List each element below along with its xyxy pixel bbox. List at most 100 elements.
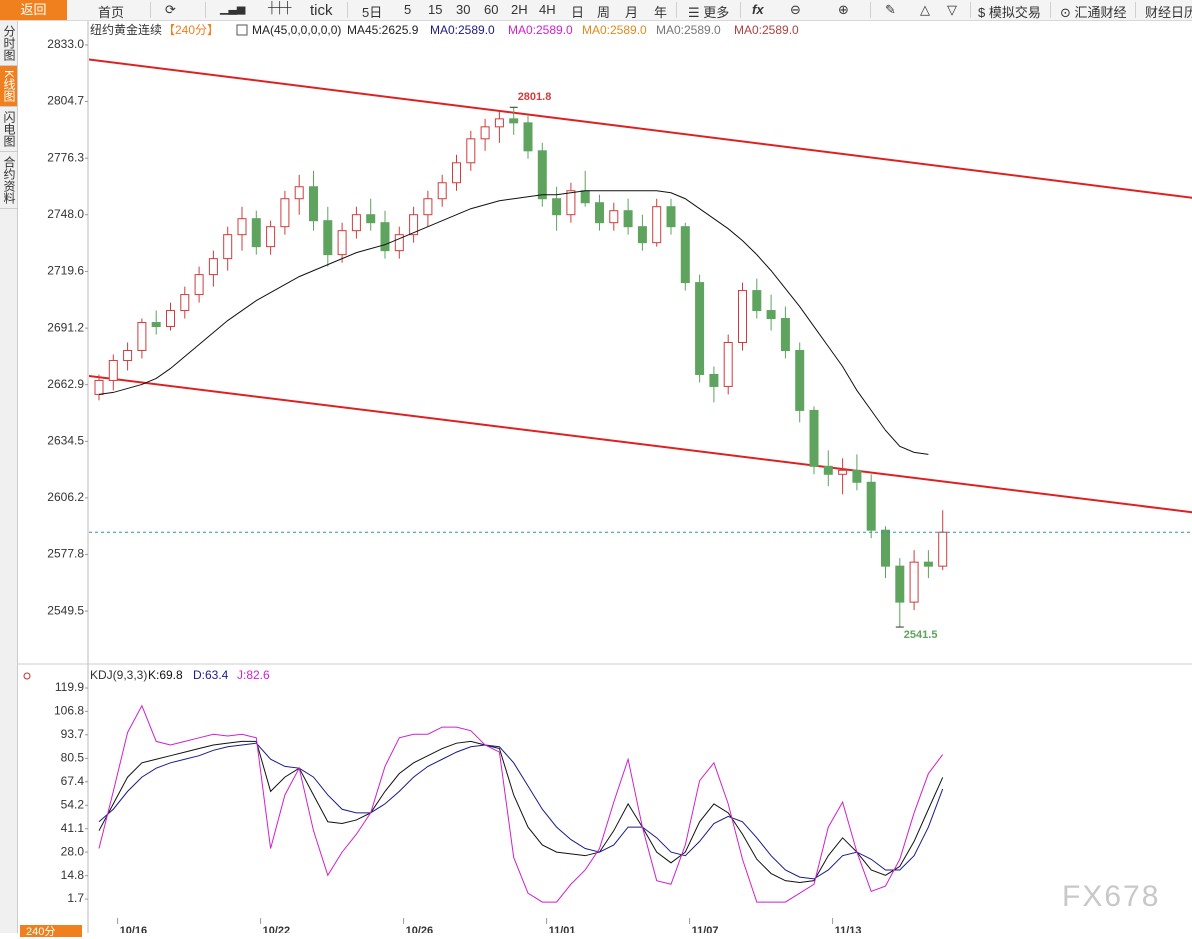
candle-body [366, 214, 376, 224]
candle-body [266, 226, 276, 248]
period-button[interactable]: 15 [428, 2, 443, 17]
period-button[interactable]: 5 [404, 2, 412, 17]
sidebar: 分时图 K线图 闪电图 合约资料 [0, 21, 18, 933]
x-tick-label: 11/01 [549, 925, 576, 933]
y-tick-label: 2662.9 [47, 377, 84, 391]
candle-body [380, 222, 390, 252]
legend-entry: MA0:2589.0 [734, 23, 799, 37]
legend-entry: J:82.6 [237, 668, 270, 682]
candle-body [823, 465, 833, 475]
candle-body [895, 565, 905, 603]
candle-body [194, 274, 204, 296]
candle-body [609, 210, 619, 224]
more-button[interactable]: ☰ 更多 [688, 5, 730, 20]
candle-body [580, 190, 590, 204]
fx678-button[interactable]: ⊙ 汇通财经 [1060, 5, 1127, 20]
candle-body [166, 310, 175, 328]
candle-body [137, 322, 147, 351]
side-tab[interactable]: 闪电图 [0, 107, 17, 153]
triangle-up-icon[interactable]: △ [920, 2, 930, 17]
candle-body [309, 186, 318, 222]
candle-body [94, 379, 104, 395]
candle-body [637, 226, 647, 244]
legend-icon [236, 24, 248, 36]
legend-entry: MA45:2625.9 [347, 23, 419, 37]
y-tick-label: 14.8 [61, 868, 85, 882]
legend-entry: MA(45,0,0,0,0,0) [252, 23, 341, 37]
home-button[interactable]: 首页 [98, 5, 125, 20]
settings-icon[interactable] [23, 672, 31, 680]
legend-entry: K:69.8 [148, 668, 183, 682]
y-tick-label: 2577.8 [47, 547, 84, 561]
x-tick-label: 10/16 [120, 925, 148, 933]
refresh-icon[interactable]: ⟳ [165, 2, 176, 17]
candle-body [452, 162, 461, 184]
y-tick-label: 41.1 [61, 821, 85, 835]
sim-trade-button[interactable]: $ 模拟交易 [978, 5, 1041, 20]
candle-body [709, 373, 719, 387]
period-button[interactable]: 2H [511, 2, 528, 17]
y-tick-label: 106.8 [54, 704, 84, 718]
candle-body [394, 234, 404, 252]
back-button[interactable]: 返回 [0, 0, 67, 20]
more-label: 更多 [703, 5, 730, 20]
fx-icon[interactable]: fx [752, 2, 764, 17]
zoom-in-icon[interactable]: ⊕ [838, 2, 849, 17]
candle-body [666, 206, 676, 228]
candle-body [294, 186, 304, 200]
candle-body [280, 198, 290, 228]
candle-body [723, 342, 733, 387]
x-tick-label: 11/07 [692, 925, 719, 933]
calendar-button[interactable]: 财经日历 [1145, 5, 1192, 20]
candle-body [909, 561, 919, 603]
y-tick-label: 1.7 [67, 891, 84, 905]
y-tick-label: 119.9 [55, 680, 84, 694]
period-button[interactable]: 年 [654, 5, 668, 20]
side-tab[interactable]: K线图 [0, 66, 17, 108]
y-tick-label: 2748.0 [47, 207, 84, 221]
period-button[interactable]: 5日 [362, 5, 383, 20]
candle-icon[interactable]: ┼┼┼ [268, 2, 292, 14]
period-button[interactable]: 周 [597, 5, 611, 20]
chart-title: 纽约黄金连续 [90, 22, 162, 37]
candle-body [537, 150, 547, 200]
candle-body [351, 214, 361, 232]
period-button[interactable]: 日 [571, 5, 585, 20]
candle-body [881, 529, 890, 567]
candle-body [766, 310, 776, 320]
draw-icon[interactable]: ✎ [885, 2, 896, 17]
y-tick-label: 80.5 [61, 751, 85, 765]
candle-body [809, 409, 819, 467]
zoom-out-icon[interactable]: ⊖ [790, 2, 801, 17]
trend-line [89, 374, 1192, 514]
y-tick-label: 2691.2 [47, 320, 84, 334]
x-tick-label: 10/22 [263, 925, 291, 933]
side-tab[interactable]: 合约资料 [0, 152, 17, 210]
candle-body [866, 481, 876, 531]
candle-body [652, 206, 662, 244]
triangle-down-icon[interactable]: ▽ [947, 2, 957, 17]
candle-body [409, 214, 419, 236]
period-button[interactable]: 4H [539, 2, 556, 17]
legend-entry: MA0:2589.0 [582, 23, 647, 37]
period-tab[interactable]: 240分 [20, 925, 82, 938]
side-tab[interactable]: 分时图 [0, 21, 17, 66]
candle-body [337, 230, 347, 256]
y-tick-label: 54.2 [61, 797, 85, 811]
y-tick-label: 2606.2 [47, 490, 84, 504]
candle-body [466, 138, 476, 164]
period-button[interactable]: tick [310, 2, 333, 19]
period-button[interactable]: 月 [625, 5, 639, 20]
y-tick-label: 2833.0 [47, 37, 84, 51]
period-button[interactable]: 60 [484, 2, 499, 17]
high-label: 2801.8 [518, 91, 552, 103]
candle-body [323, 220, 333, 256]
low-label: 2541.5 [904, 629, 938, 641]
candle-body [494, 118, 504, 128]
toolbar: 返回 首页 ⟳ ▁▃▅ ┼┼┼ tick 5日 5 15 30 60 2H 4H… [0, 0, 1192, 21]
chart-type-icon[interactable]: ▁▃▅ [220, 3, 246, 15]
period-button[interactable]: 30 [456, 2, 471, 17]
kdj-line [98, 742, 944, 880]
